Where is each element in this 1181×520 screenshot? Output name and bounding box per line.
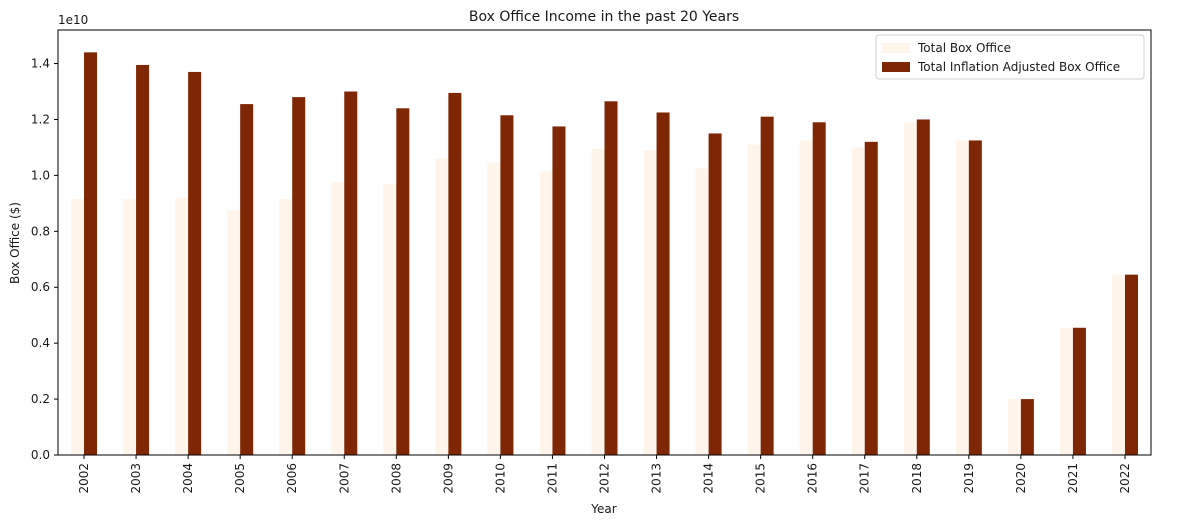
legend-box: [875, 34, 1145, 80]
bar-total-2006: [279, 199, 293, 455]
chart-title: Box Office Income in the past 20 Years: [469, 9, 739, 25]
x-tick-label: 2015: [754, 463, 768, 494]
y-axis: 0.0 0.2 0.4 0.6 0.8 1.0 1.2 1.4: [31, 57, 58, 462]
x-axis-label: Year: [590, 502, 616, 516]
x-tick-label: 2022: [1118, 463, 1132, 494]
legend-label-total: Total Box Office: [917, 41, 1011, 55]
y-tick-label: 0.6: [31, 280, 50, 294]
legend-swatch-adjusted: [882, 62, 910, 72]
bar-adjusted-2005: [240, 104, 254, 455]
bar-adjusted-2017: [864, 141, 878, 455]
bar-adjusted-2011: [552, 126, 566, 456]
bar-adjusted-2021: [1072, 327, 1086, 455]
x-tick-label: 2019: [962, 463, 976, 494]
bar-total-2004: [175, 197, 189, 455]
x-tick-label: 2009: [441, 463, 455, 494]
legend-label-adjusted: Total Inflation Adjusted Box Office: [917, 60, 1120, 74]
bar-total-2012: [591, 148, 605, 455]
x-tick-label: 2018: [910, 463, 924, 494]
x-tick-label: 2010: [493, 463, 507, 494]
y-tick-label: 0.4: [31, 336, 50, 350]
y-tick-label: 1.0: [31, 168, 50, 182]
bar-adjusted-2007: [344, 91, 358, 455]
x-tick-label: 2016: [806, 463, 820, 494]
bar-total-2008: [383, 183, 397, 455]
bar-adjusted-2019: [968, 140, 982, 455]
x-tick-label: 2021: [1066, 463, 1080, 494]
x-tick-label: 2007: [337, 463, 351, 494]
bar-adjusted-2016: [812, 122, 826, 456]
bar-total-2007: [331, 182, 345, 455]
x-tick-label: 2013: [650, 463, 664, 494]
bar-total-2016: [799, 140, 813, 455]
bar-adjusted-2008: [396, 108, 410, 455]
bar-total-2019: [955, 140, 969, 455]
bar-total-2022: [1111, 274, 1125, 455]
y-tick-label: 0.0: [31, 448, 50, 462]
x-tick-label: 2003: [129, 463, 143, 494]
bar-adjusted-2018: [916, 119, 930, 455]
bar-adjusted-2014: [708, 133, 722, 455]
bar-adjusted-2010: [500, 115, 514, 455]
y-tick-label: 0.2: [31, 392, 50, 406]
y-tick-label: 1.2: [31, 112, 50, 126]
bar-total-2009: [435, 158, 449, 455]
bar-total-2003: [123, 199, 137, 455]
bar-total-2018: [903, 122, 917, 456]
bars-group: [71, 52, 1138, 456]
y-tick-label: 0.8: [31, 224, 50, 238]
bar-adjusted-2004: [188, 71, 202, 455]
x-tick-label: 2012: [598, 463, 612, 494]
bar-total-2013: [643, 150, 657, 456]
bar-adjusted-2002: [84, 52, 98, 456]
x-tick-label: 2006: [285, 463, 299, 494]
bar-adjusted-2012: [604, 101, 618, 456]
bar-total-2010: [487, 162, 501, 455]
bar-total-2021: [1059, 327, 1073, 455]
bar-total-2005: [227, 210, 241, 455]
x-tick-label: 2004: [181, 463, 195, 494]
bar-total-2011: [539, 171, 553, 455]
x-tick-label: 2011: [545, 463, 559, 494]
bar-adjusted-2006: [292, 97, 306, 456]
bar-adjusted-2022: [1124, 274, 1138, 455]
y-axis-offset-label: 1e10: [58, 13, 88, 27]
bar-adjusted-2009: [448, 92, 462, 455]
bar-total-2017: [851, 147, 865, 455]
bar-adjusted-2020: [1020, 399, 1034, 455]
bar-adjusted-2015: [760, 116, 774, 456]
x-tick-label: 2005: [233, 463, 247, 494]
bar-total-2002: [71, 199, 85, 455]
y-tick-label: 1.4: [31, 57, 50, 71]
x-tick-label: 2002: [77, 463, 91, 494]
x-tick-label: 2014: [702, 463, 716, 494]
x-tick-label: 2020: [1014, 463, 1028, 494]
bar-total-2015: [747, 144, 761, 455]
x-tick-label: 2017: [858, 463, 872, 494]
legend-swatch-total: [882, 43, 910, 53]
x-axis: 2002 2003 2004 2005 2006 2007 2008 2009 2010 2011…: [77, 455, 1132, 494]
bar-adjusted-2003: [136, 64, 150, 455]
y-axis-label: Box Office ($): [8, 202, 22, 284]
legend: Total Box Office Total Inflation Adjusted…: [875, 34, 1145, 80]
bar-total-2020: [1007, 399, 1021, 455]
plot-frame: [57, 29, 1152, 456]
x-tick-label: 2008: [389, 463, 403, 494]
bar-adjusted-2013: [656, 112, 670, 455]
bar-total-2014: [695, 168, 709, 455]
